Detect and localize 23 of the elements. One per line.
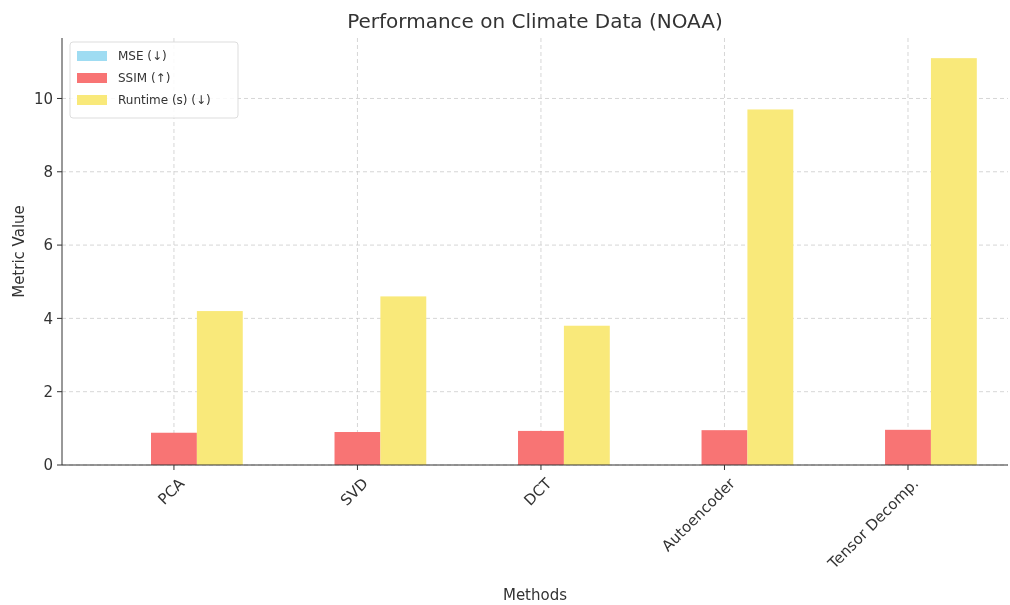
bar <box>380 296 427 465</box>
y-tick-label: 10 <box>33 89 53 108</box>
bar <box>518 430 564 465</box>
x-tick-label: PCA <box>154 474 189 509</box>
bar <box>563 325 610 465</box>
legend-label: Runtime (s) (↓) <box>118 93 211 108</box>
bar <box>701 430 748 465</box>
legend-label: MSE (↓) <box>118 49 167 64</box>
y-axis-title: Metric Value <box>10 205 28 298</box>
y-tick-label: 6 <box>43 236 53 255</box>
legend-label: SSIM (↑) <box>118 71 171 86</box>
y-tick-label: 2 <box>43 382 53 401</box>
bar <box>196 311 243 465</box>
bar <box>151 432 197 465</box>
bar <box>747 109 794 465</box>
y-tick-label: 0 <box>43 456 53 475</box>
x-axis-title: Methods <box>502 586 568 604</box>
bar <box>334 432 381 465</box>
bar <box>930 58 977 465</box>
bar <box>885 429 931 465</box>
chart-title: Performance on Climate Data (NOAA) <box>347 9 723 33</box>
y-tick-label: 4 <box>43 309 53 328</box>
y-tick-label: 8 <box>43 163 53 182</box>
